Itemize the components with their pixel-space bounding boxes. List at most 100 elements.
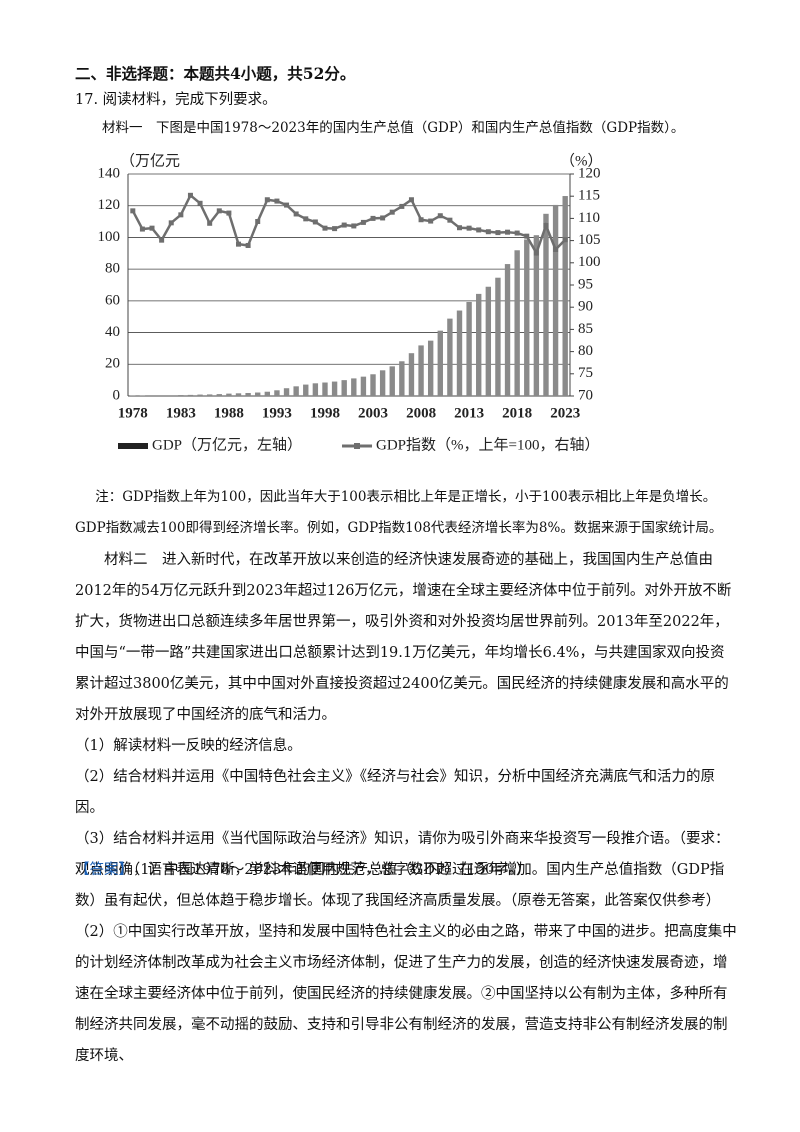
y2-tick-label: 90 [578,299,593,315]
line-marker [187,192,193,198]
line-marker [505,229,511,235]
line-marker [255,219,261,225]
y2-tick-label: 100 [578,254,601,270]
bar [418,345,424,396]
line-marker [322,225,328,231]
line-marker [178,212,184,218]
index-line [131,193,567,257]
line-marker [495,230,501,236]
line-marker [360,219,366,225]
bar [485,286,492,396]
bar [427,340,434,396]
line-marker [380,215,386,221]
line-marker [159,237,165,243]
line-marker [476,227,482,233]
y2-tick-label: 70 [578,387,593,403]
question: （2）结合材料并运用《中国特色社会主义》《经济与社会》知识，分析中国经济充满底气… [75,769,715,816]
bar [283,388,290,396]
material-one: 材料一 下图是中国1978～2023年的国内生产总值（GDP）和国内生产总值指数… [102,120,685,136]
bar [543,213,549,396]
line-marker [130,208,136,214]
question: （1）解读材料一反映的经济信息。 [75,738,302,754]
bar [331,381,338,396]
line-marker [216,208,222,214]
y2-tick-label: 115 [578,188,600,204]
x-tick-label: 1983 [166,405,196,421]
line-marker [428,218,434,224]
y-tick-label: 0 [113,387,121,403]
x-tick-label: 2003 [358,405,388,421]
bar [312,383,319,396]
answer-label: 【答案】 [75,862,133,878]
bar [456,310,463,396]
line-marker [168,220,174,226]
y2-axis-label: （%） [560,152,603,169]
legend-label: GDP指数（%，上年=100，右轴） [376,436,599,453]
line-marker [139,226,145,232]
question-intro: 17. 阅读材料，完成下列要求。 [75,92,277,108]
bar [495,277,501,396]
line-marker [389,209,395,215]
line-marker [524,233,530,239]
answer: 【答案】（1）中国1978～2023年的国内生产总值（GDP）在逐年增加。国内生… [75,855,737,1072]
y-axis-label: （万亿元 [120,152,180,169]
line-marker [149,225,155,231]
line-marker [457,225,462,231]
y-tick-label: 60 [105,292,120,308]
y2-tick-label: 80 [578,343,593,359]
y2-tick-label: 120 [578,165,601,181]
x-tick-label: 1998 [310,405,340,421]
y2-tick-label: 110 [578,210,600,226]
bar [197,394,203,396]
bar [187,394,194,396]
line-marker [399,203,405,209]
line-marker [533,250,539,256]
y-tick-label: 120 [98,197,121,213]
answer-text: （1）中国1978～2023年的国内生产总值（GDP）在逐年增加。国内生产总值指… [75,862,725,909]
x-tick-label: 2008 [406,405,436,421]
y2-tick-label: 105 [578,232,601,248]
y-tick-label: 20 [105,356,120,372]
line-marker [408,197,414,203]
bar [264,391,271,396]
line-marker [264,197,270,203]
line-marker [553,246,559,252]
legend-swatch [118,443,148,449]
bar [408,353,415,396]
line-marker [351,223,357,229]
y-tick-label: 80 [105,261,120,277]
x-tick-label: 2018 [502,405,532,421]
y2-tick-label: 85 [578,321,593,337]
line-marker [207,220,213,226]
line-marker [562,237,568,243]
bar [158,395,165,396]
x-tick-label: 1988 [214,405,244,421]
line-marker [284,202,290,208]
bar [370,374,376,396]
bar [149,395,155,396]
y2-tick-label: 95 [578,276,593,292]
question: （3）结合材料并运用《当代国际政治与经济》知识，请你为吸引外商来华投资写一段推介… [75,831,730,878]
line-marker [274,198,280,204]
line-marker [341,222,347,228]
bar [226,393,232,396]
bar [562,196,568,396]
line-marker [514,230,520,236]
chart-note: 注：GDP指数上年为100，因此当年大于100表示相比上年是正增长，小于100表… [75,489,723,536]
bar [389,366,395,396]
line-marker [466,225,472,231]
bar [303,384,309,396]
bar [216,394,222,396]
bar [274,390,280,396]
material-two: 材料二 进入新时代，在改革开放以来创造的经济快速发展奇迹的基础上，我国国内生产总… [75,552,732,723]
x-tick-label: 2013 [454,405,484,421]
answer-part: （2）①中国实行改革开放，坚持和发展中国特色社会主义的必由之路，带来了中国的进步… [75,924,737,1064]
bar [206,394,213,396]
chart: （万亿元 （%） 0 20 40 60 80 100 120 140 70 75 80 85 90 95 1… [98,152,603,453]
line-marker [332,226,338,232]
bar [351,378,357,396]
y2-tick-label: 75 [578,365,593,381]
bar [466,301,472,396]
x-tick-label: 1978 [118,405,148,421]
